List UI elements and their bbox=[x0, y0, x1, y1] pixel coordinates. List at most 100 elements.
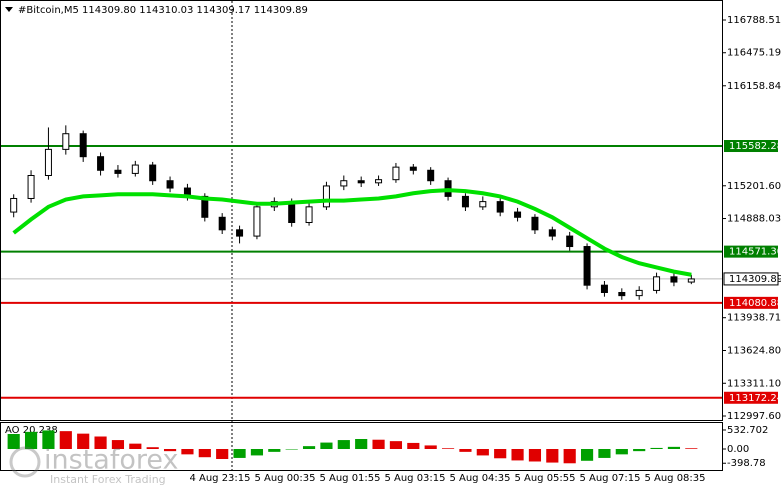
y-tick-label: 114888.03 bbox=[727, 214, 781, 225]
candle-body bbox=[253, 206, 261, 237]
ao-bar bbox=[407, 442, 420, 449]
candle-body bbox=[357, 180, 365, 184]
candle-body bbox=[10, 197, 18, 213]
candle-body bbox=[583, 246, 591, 286]
candle-body bbox=[514, 211, 522, 218]
candle-body bbox=[340, 180, 348, 187]
ao-bar bbox=[424, 445, 437, 449]
candle-body bbox=[149, 164, 157, 182]
ao-bar bbox=[528, 449, 542, 462]
candle-body bbox=[201, 195, 209, 218]
ao-bar bbox=[511, 449, 524, 461]
ao-bar bbox=[598, 449, 611, 458]
ao-frame bbox=[0, 422, 723, 471]
ao-bar bbox=[580, 449, 594, 461]
candle-body bbox=[218, 216, 226, 231]
ao-bar bbox=[372, 439, 385, 449]
ao-bar bbox=[494, 449, 507, 459]
y-tick-label: 116158.84 bbox=[727, 81, 781, 92]
main-frame bbox=[0, 0, 723, 421]
ao-bar bbox=[320, 442, 333, 449]
x-tick-label: 5 Aug 04:35 bbox=[449, 473, 510, 484]
y-tick-label: 112997.60 bbox=[727, 411, 781, 422]
y-tick-label: 113311.10 bbox=[727, 378, 781, 389]
ao-bar bbox=[476, 449, 489, 456]
y-tick-label: -398.78 bbox=[727, 458, 766, 469]
candle-body bbox=[392, 166, 400, 181]
menu-arrow bbox=[5, 7, 13, 12]
candle-body bbox=[618, 291, 626, 297]
candle-body bbox=[687, 278, 695, 283]
level-tag bbox=[724, 296, 778, 309]
current-price-tag bbox=[723, 272, 779, 286]
candle-body bbox=[461, 195, 469, 208]
ao-bar bbox=[198, 449, 211, 458]
candle-body bbox=[27, 174, 35, 199]
x-tick-label: 5 Aug 07:15 bbox=[579, 473, 640, 484]
y-tick-label: 532.702 bbox=[727, 425, 768, 436]
watermark-logo bbox=[9, 446, 41, 478]
ao-bar bbox=[650, 447, 663, 449]
candle-body bbox=[496, 201, 504, 213]
chart-title: #Bitcoin,M5 114309.80 114310.03 114309.1… bbox=[18, 5, 308, 16]
level-tag bbox=[724, 391, 778, 404]
ao-bar bbox=[615, 449, 628, 455]
level-tag bbox=[724, 245, 778, 258]
ao-bar bbox=[302, 446, 316, 449]
watermark: instaforex Instant Forex Trading bbox=[9, 445, 178, 486]
candle-body bbox=[375, 179, 383, 184]
candle-body bbox=[236, 229, 244, 237]
level-label: 114571.30 bbox=[729, 247, 781, 258]
ao-bar bbox=[633, 449, 646, 452]
level-label: 115582.28 bbox=[729, 141, 781, 152]
ao-bar bbox=[216, 449, 229, 459]
candle-body bbox=[531, 216, 539, 231]
ao-bar bbox=[268, 449, 281, 452]
candle-body bbox=[427, 169, 435, 182]
candle-body bbox=[566, 235, 574, 248]
ao-bar bbox=[685, 448, 698, 449]
x-tick-label: 5 Aug 05:55 bbox=[514, 473, 575, 484]
candle-body bbox=[409, 166, 417, 171]
ao-bar bbox=[59, 431, 72, 449]
y-tick-label: 113624.80 bbox=[727, 345, 781, 356]
ao-bar bbox=[389, 441, 403, 449]
ao-bar bbox=[7, 434, 20, 449]
candle-body bbox=[166, 180, 174, 189]
y-tick-label: 116788.51 bbox=[727, 15, 781, 26]
x-tick-label: 5 Aug 08:35 bbox=[644, 473, 705, 484]
x-tick-label: 5 Aug 01:55 bbox=[319, 473, 380, 484]
current-price-label: 114309.89 bbox=[729, 274, 781, 285]
ao-bar bbox=[129, 443, 142, 449]
ao-bar bbox=[42, 430, 55, 449]
ao-bar bbox=[667, 446, 681, 449]
watermark-brand: instaforex bbox=[44, 445, 178, 476]
ao-bar bbox=[441, 448, 455, 449]
candle-body bbox=[479, 201, 487, 208]
candle-body bbox=[131, 164, 139, 174]
ao-bar bbox=[146, 447, 159, 449]
ao-bar bbox=[355, 439, 368, 449]
ao-bar bbox=[94, 436, 107, 449]
y-tick-label: 116475.19 bbox=[727, 48, 781, 59]
level-label: 113172.24 bbox=[729, 393, 781, 404]
moving-average bbox=[12, 188, 692, 277]
ao-bar bbox=[24, 431, 38, 449]
candle-body bbox=[305, 206, 313, 224]
ao-bar bbox=[250, 449, 264, 456]
candle-body bbox=[62, 133, 70, 150]
x-tick-label: 5 Aug 00:35 bbox=[254, 473, 315, 484]
candle-body bbox=[44, 148, 52, 176]
ao-bar bbox=[546, 449, 559, 463]
ao-bar bbox=[233, 449, 246, 458]
candle-body bbox=[114, 169, 122, 174]
y-tick-label: 115201.60 bbox=[727, 181, 781, 192]
level-label: 114080.88 bbox=[729, 298, 781, 309]
x-tick-label: 5 Aug 03:15 bbox=[384, 473, 445, 484]
ao-bar bbox=[77, 433, 90, 449]
ao-bar bbox=[181, 449, 194, 455]
ao-bar bbox=[111, 440, 125, 449]
level-tag bbox=[724, 140, 778, 153]
candle-body bbox=[97, 156, 105, 171]
